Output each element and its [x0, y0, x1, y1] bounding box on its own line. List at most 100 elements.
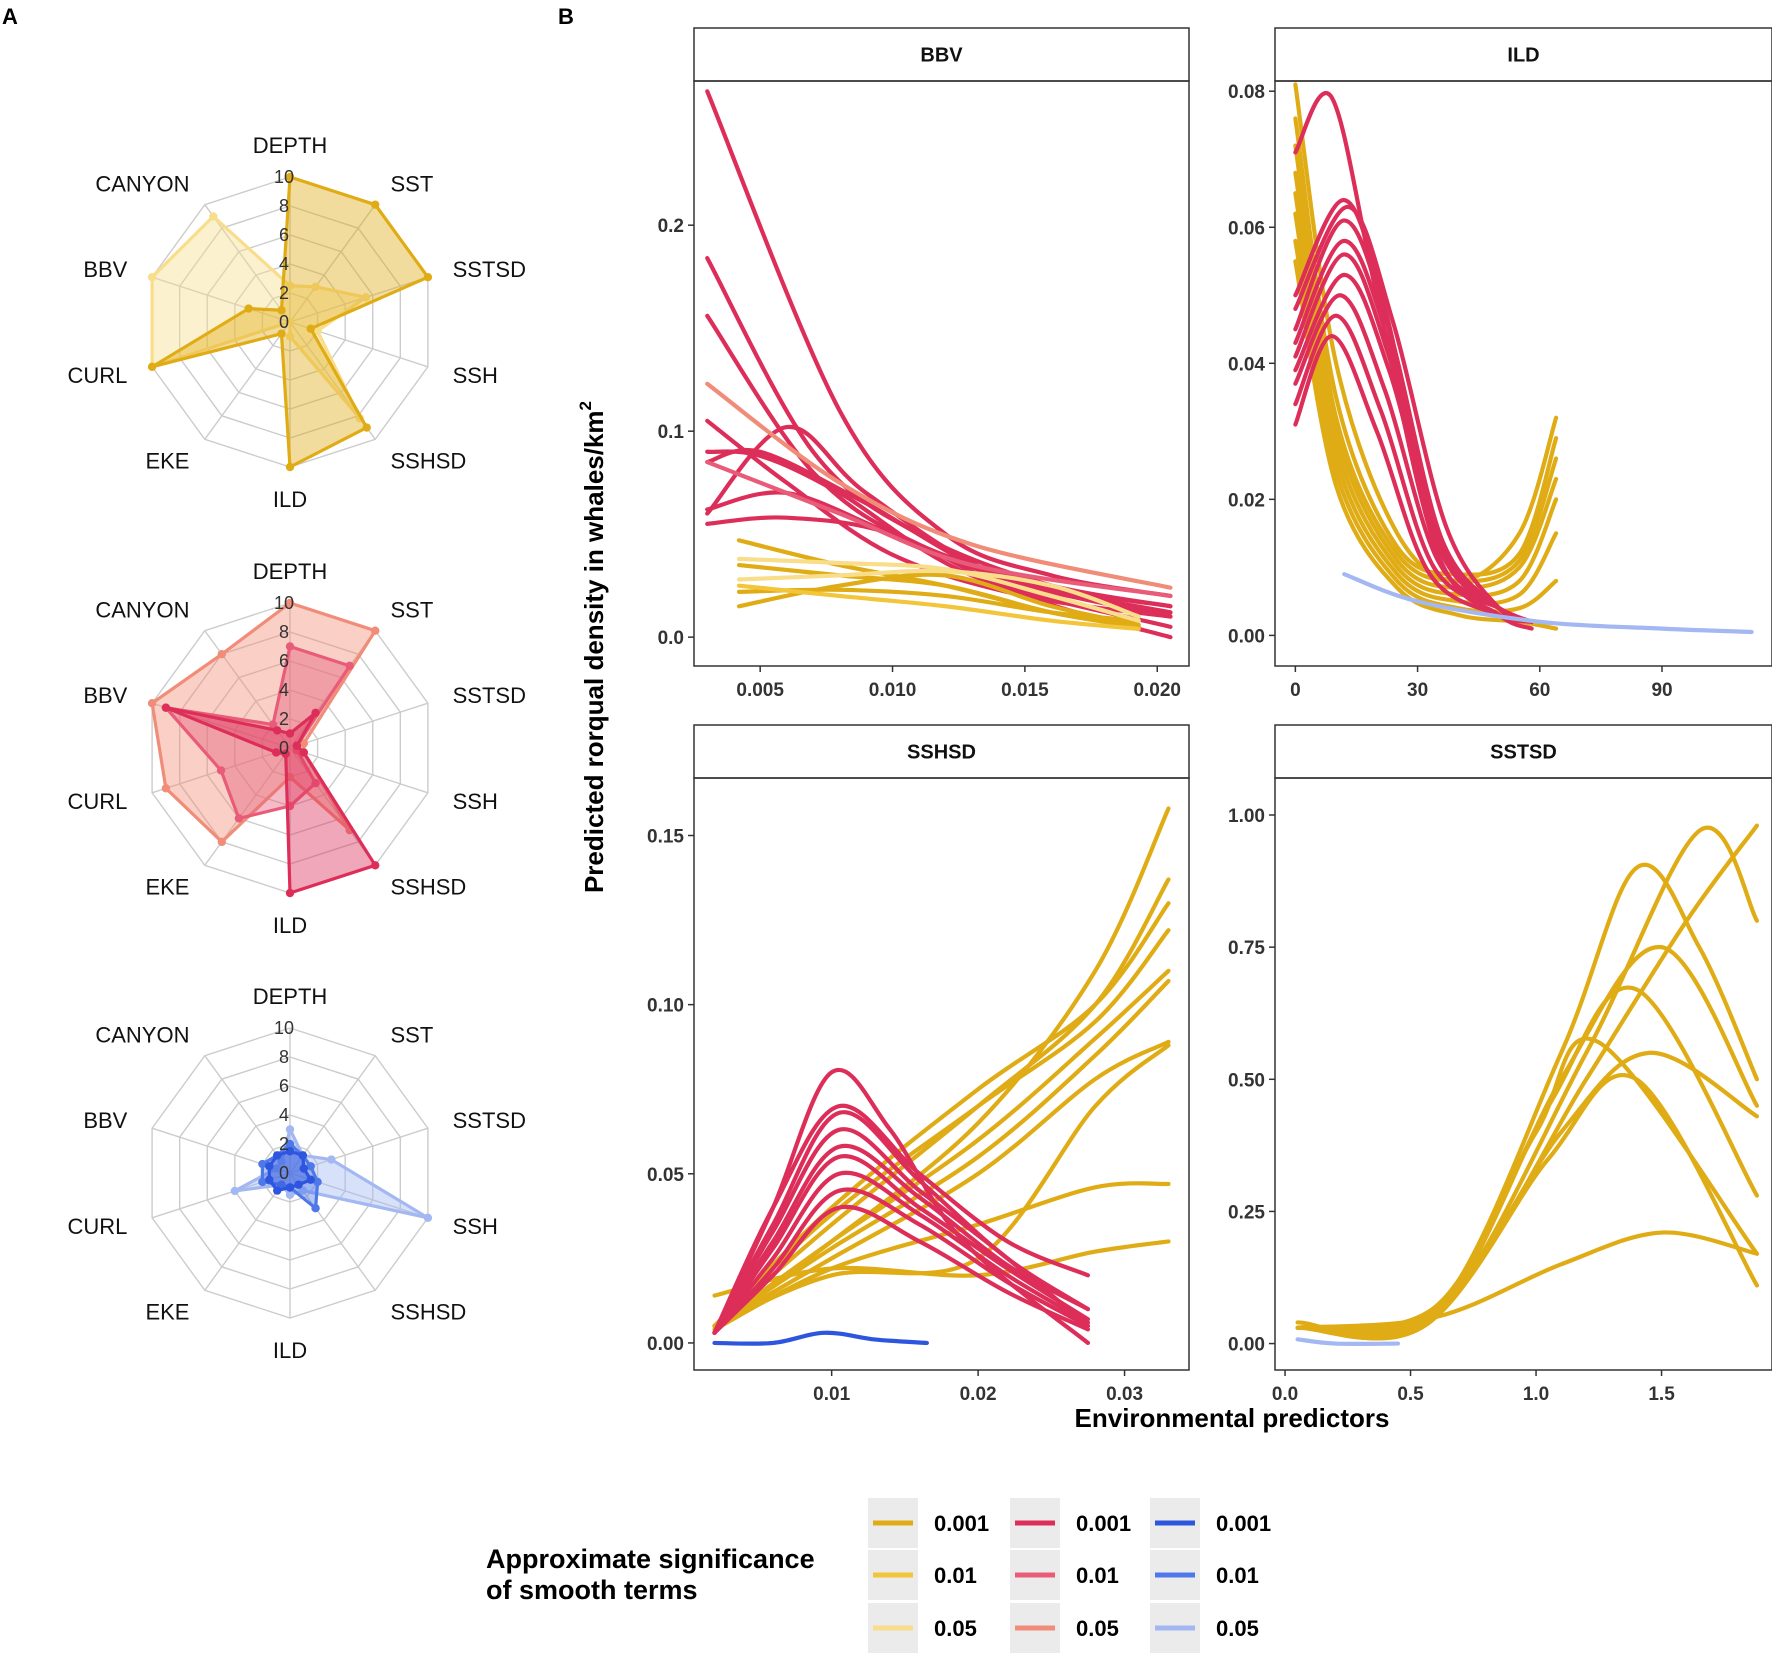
series-line-gold-0-001 — [1295, 862, 1760, 1339]
radar-tick-label: 8 — [279, 622, 289, 642]
series-line-gold-0-001 — [1293, 191, 1559, 598]
series-line-gold-0-001 — [1295, 825, 1760, 1341]
radar-tick-label: 4 — [279, 680, 289, 700]
y-tick-label: 0.05 — [647, 1165, 684, 1186]
facet-bbv: BBV 0.0 0.1 0.2 0.005 0.010 0.015 0.020 — [658, 27, 1190, 701]
x-tick-label: 60 — [1529, 680, 1550, 701]
radar-point — [285, 172, 295, 182]
y-tick-label: 0.04 — [1228, 354, 1265, 375]
radar-point — [273, 1186, 282, 1195]
radar-point — [294, 1180, 303, 1189]
y-tick-label: 0.50 — [1228, 1070, 1265, 1091]
radar-axis-label-bbv: BBV — [83, 257, 127, 282]
y-tick-label: 0.15 — [647, 827, 684, 848]
legend-label: 0.01 — [1076, 1563, 1119, 1588]
x-tick-label: 0.005 — [736, 680, 784, 701]
legend-label: 0.01 — [934, 1563, 977, 1588]
radar-tick-label: 6 — [279, 651, 289, 671]
radar-axis-label-curl: CURL — [67, 363, 127, 388]
radar-point — [299, 739, 308, 748]
radar-spoke — [289, 702, 429, 749]
radar-tick-label: 2 — [279, 1134, 289, 1154]
radar-spoke — [289, 747, 429, 794]
series-line-red-0-01 — [705, 459, 1173, 599]
x-tick-label: 0.02 — [960, 1384, 997, 1405]
series-line-blue-0-001 — [712, 1330, 929, 1346]
legend-label: 0.05 — [1216, 1616, 1259, 1641]
series-line-red-0-001 — [712, 1204, 1091, 1335]
radar-axis-label-canyon: CANYON — [95, 598, 189, 623]
radar-point — [306, 1175, 315, 1184]
radar-axis-label-canyon: CANYON — [95, 172, 189, 197]
legend-label: 0.001 — [1076, 1511, 1131, 1536]
y-tick-label: 0.06 — [1228, 218, 1265, 239]
radar-point — [272, 1164, 281, 1173]
series-line-red-0-001 — [712, 1154, 1091, 1335]
radar-point — [311, 1203, 320, 1213]
series-line-gold-0-001 — [712, 1039, 1171, 1329]
series-line-red-0-05 — [705, 381, 1173, 590]
y-tick-label: 0.25 — [1228, 1202, 1265, 1223]
y-axis-title: Predicted rorqual density in whales/km2 — [576, 401, 609, 893]
legend-label: 0.001 — [1216, 1511, 1271, 1536]
x-tick-label: 1.5 — [1648, 1384, 1675, 1405]
radar-chart-red: 0 2 4 6 8 10 DEPTH SST SSTSD SSH SSHSD ILD EKE CURL BB… — [67, 559, 526, 938]
series-line-red-0-001 — [712, 1143, 1091, 1335]
radar-tick-label: 0 — [279, 738, 289, 758]
radar-point — [423, 272, 433, 282]
x-axis-title: Environmental predictors — [1075, 1403, 1390, 1433]
legend: Approximate significance of smooth terms… — [486, 1498, 1271, 1653]
series-line-gold-0-01 — [736, 583, 1141, 632]
radar-tick-label: 6 — [279, 1076, 289, 1096]
radar-point — [311, 708, 320, 718]
y-tick-label: 0.00 — [1228, 626, 1265, 647]
radar-axis-label-ild: ILD — [273, 913, 307, 938]
radar-axis-label-curl: CURL — [67, 1214, 127, 1239]
y-tick-label: 0.2 — [658, 216, 684, 237]
radar-axis-label-curl: CURL — [67, 789, 127, 814]
radar-point — [230, 1186, 240, 1196]
radar-point — [216, 766, 226, 775]
radar-tick-label: 2 — [279, 709, 289, 729]
radar-axis-label-eke: EKE — [145, 1299, 189, 1324]
radar-point — [234, 814, 244, 823]
radar-axis-label-eke: EKE — [145, 448, 189, 473]
facet-title: SSTSD — [1490, 742, 1557, 764]
radar-point — [273, 726, 282, 735]
radar-point — [345, 661, 354, 671]
radar-axis-label-eke: EKE — [145, 874, 189, 899]
facet-strip — [1274, 724, 1772, 779]
facet-title: BBV — [920, 45, 963, 67]
panel-label-b: B — [558, 4, 574, 29]
radar-tick-label: 8 — [279, 196, 289, 216]
radar-point — [265, 1175, 274, 1184]
radar-axis-label-canyon: CANYON — [95, 1023, 189, 1048]
series-line-red-0-001 — [1293, 313, 1534, 624]
facet-sshsd: SSHSD 0.00 0.05 0.10 0.15 0.01 0.02 0.03 — [647, 724, 1190, 1405]
radar-axis-label-sst: SST — [391, 598, 434, 623]
radar-point — [285, 1147, 295, 1156]
radar-point — [258, 1177, 267, 1187]
facet-ild: ILD 0.00 0.02 0.04 0.06 0.08 0 30 60 90 — [1228, 27, 1772, 701]
radar-point — [298, 1151, 307, 1160]
radar-axis-label-depth: DEPTH — [253, 984, 328, 1009]
radar-point — [244, 304, 253, 313]
radar-point — [361, 293, 371, 302]
facet-title: ILD — [1507, 45, 1539, 67]
radar-axis-label-sshsd: SSHSD — [391, 874, 467, 899]
y-tick-label: 0.75 — [1228, 938, 1265, 959]
panel-border — [1274, 80, 1772, 667]
radar-point — [265, 1162, 274, 1171]
radar-axis-label-sst: SST — [391, 1023, 434, 1048]
radar-axis-label-sshsd: SSHSD — [391, 448, 467, 473]
legend-label: 0.05 — [934, 1616, 977, 1641]
x-tick-label: 0.015 — [1001, 680, 1049, 701]
radar-chart-gold: 0 2 4 6 8 10 DEPTH SST SSTSD SSH SSHSD ILD EKE CURL BB… — [67, 133, 526, 512]
radar-spoke — [204, 204, 291, 323]
radar-tick-label: 6 — [279, 225, 289, 245]
radar-spoke — [289, 204, 376, 323]
radar-point — [217, 837, 227, 847]
x-tick-label: 0.5 — [1397, 1384, 1424, 1405]
radar-tick-label: 10 — [274, 1018, 294, 1038]
panel-label-a: A — [2, 4, 18, 29]
